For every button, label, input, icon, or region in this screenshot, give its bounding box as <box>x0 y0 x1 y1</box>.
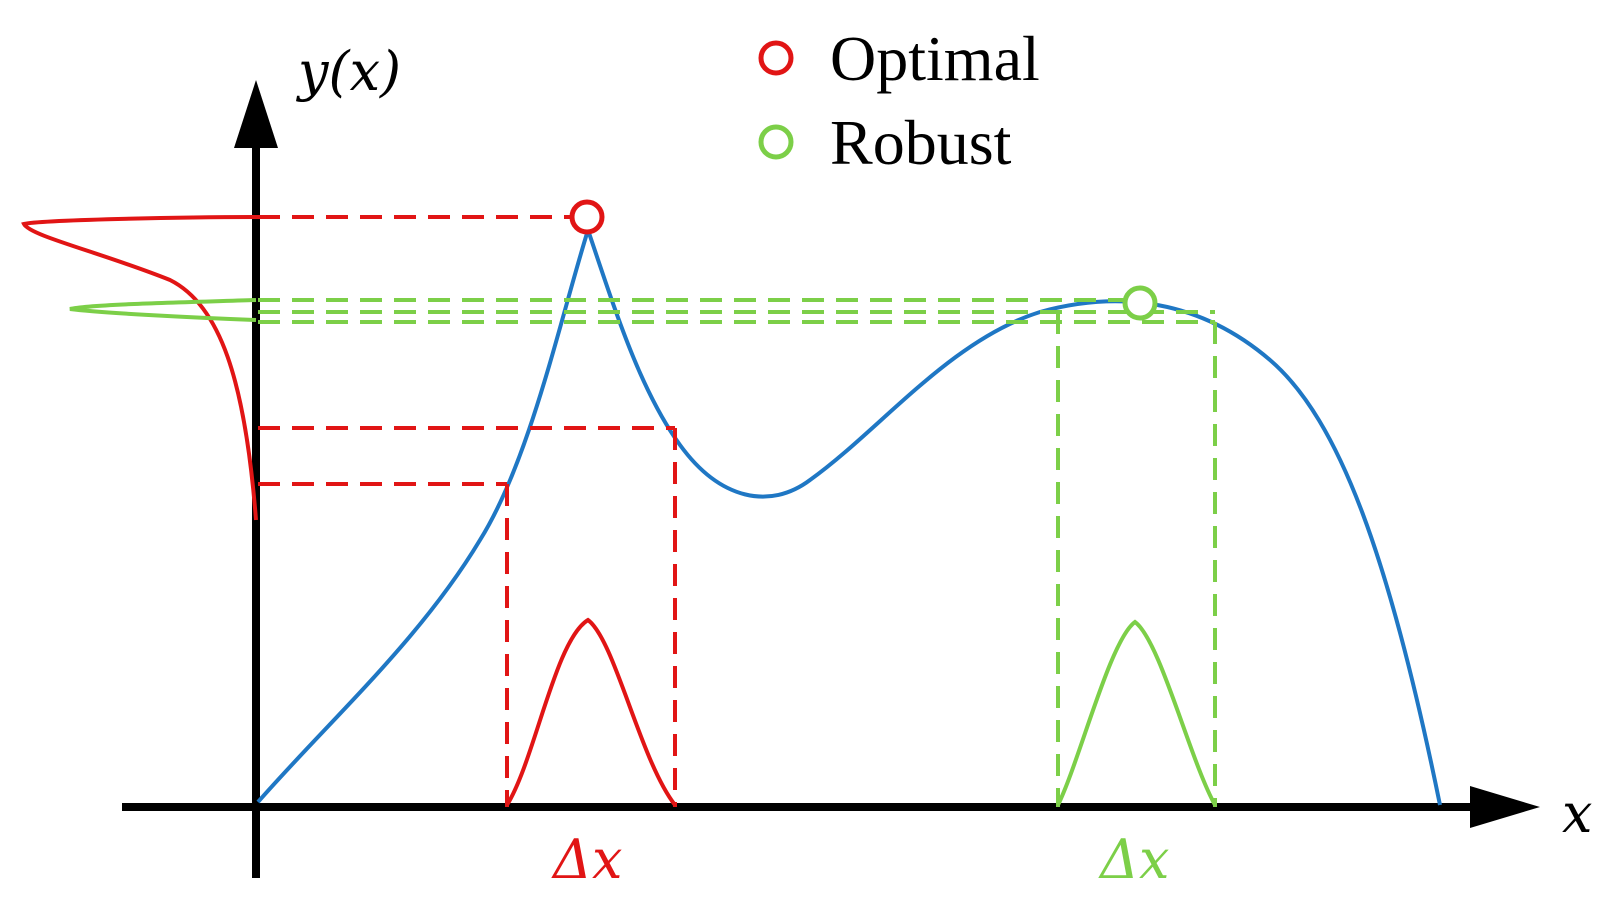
robust-delta-label: Δx <box>1098 828 1169 891</box>
x-axis-arrow-icon <box>1470 786 1540 828</box>
legend-robust-marker <box>758 124 794 160</box>
optimal-projection-lines <box>258 215 677 807</box>
y-axis-label: y(x) <box>296 40 401 103</box>
optimal-point-marker <box>569 199 605 235</box>
legend-optimal-marker <box>758 40 794 76</box>
robust-point-marker <box>1122 285 1158 321</box>
optimal-output-distribution <box>21 215 259 521</box>
x-axis-label: x <box>1562 782 1592 845</box>
robust-projection-lines <box>258 298 1217 807</box>
objective-curve <box>256 223 1442 806</box>
robust-input-distribution <box>1056 619 1217 806</box>
legend-robust-label: Robust <box>830 107 1012 178</box>
robust-output-distribution <box>69 298 257 322</box>
legend-optimal-label: Optimal <box>830 23 1040 94</box>
y-axis-arrow-icon <box>234 80 278 148</box>
optimal-input-distribution <box>505 617 677 807</box>
optimal-delta-label: Δx <box>551 828 622 891</box>
